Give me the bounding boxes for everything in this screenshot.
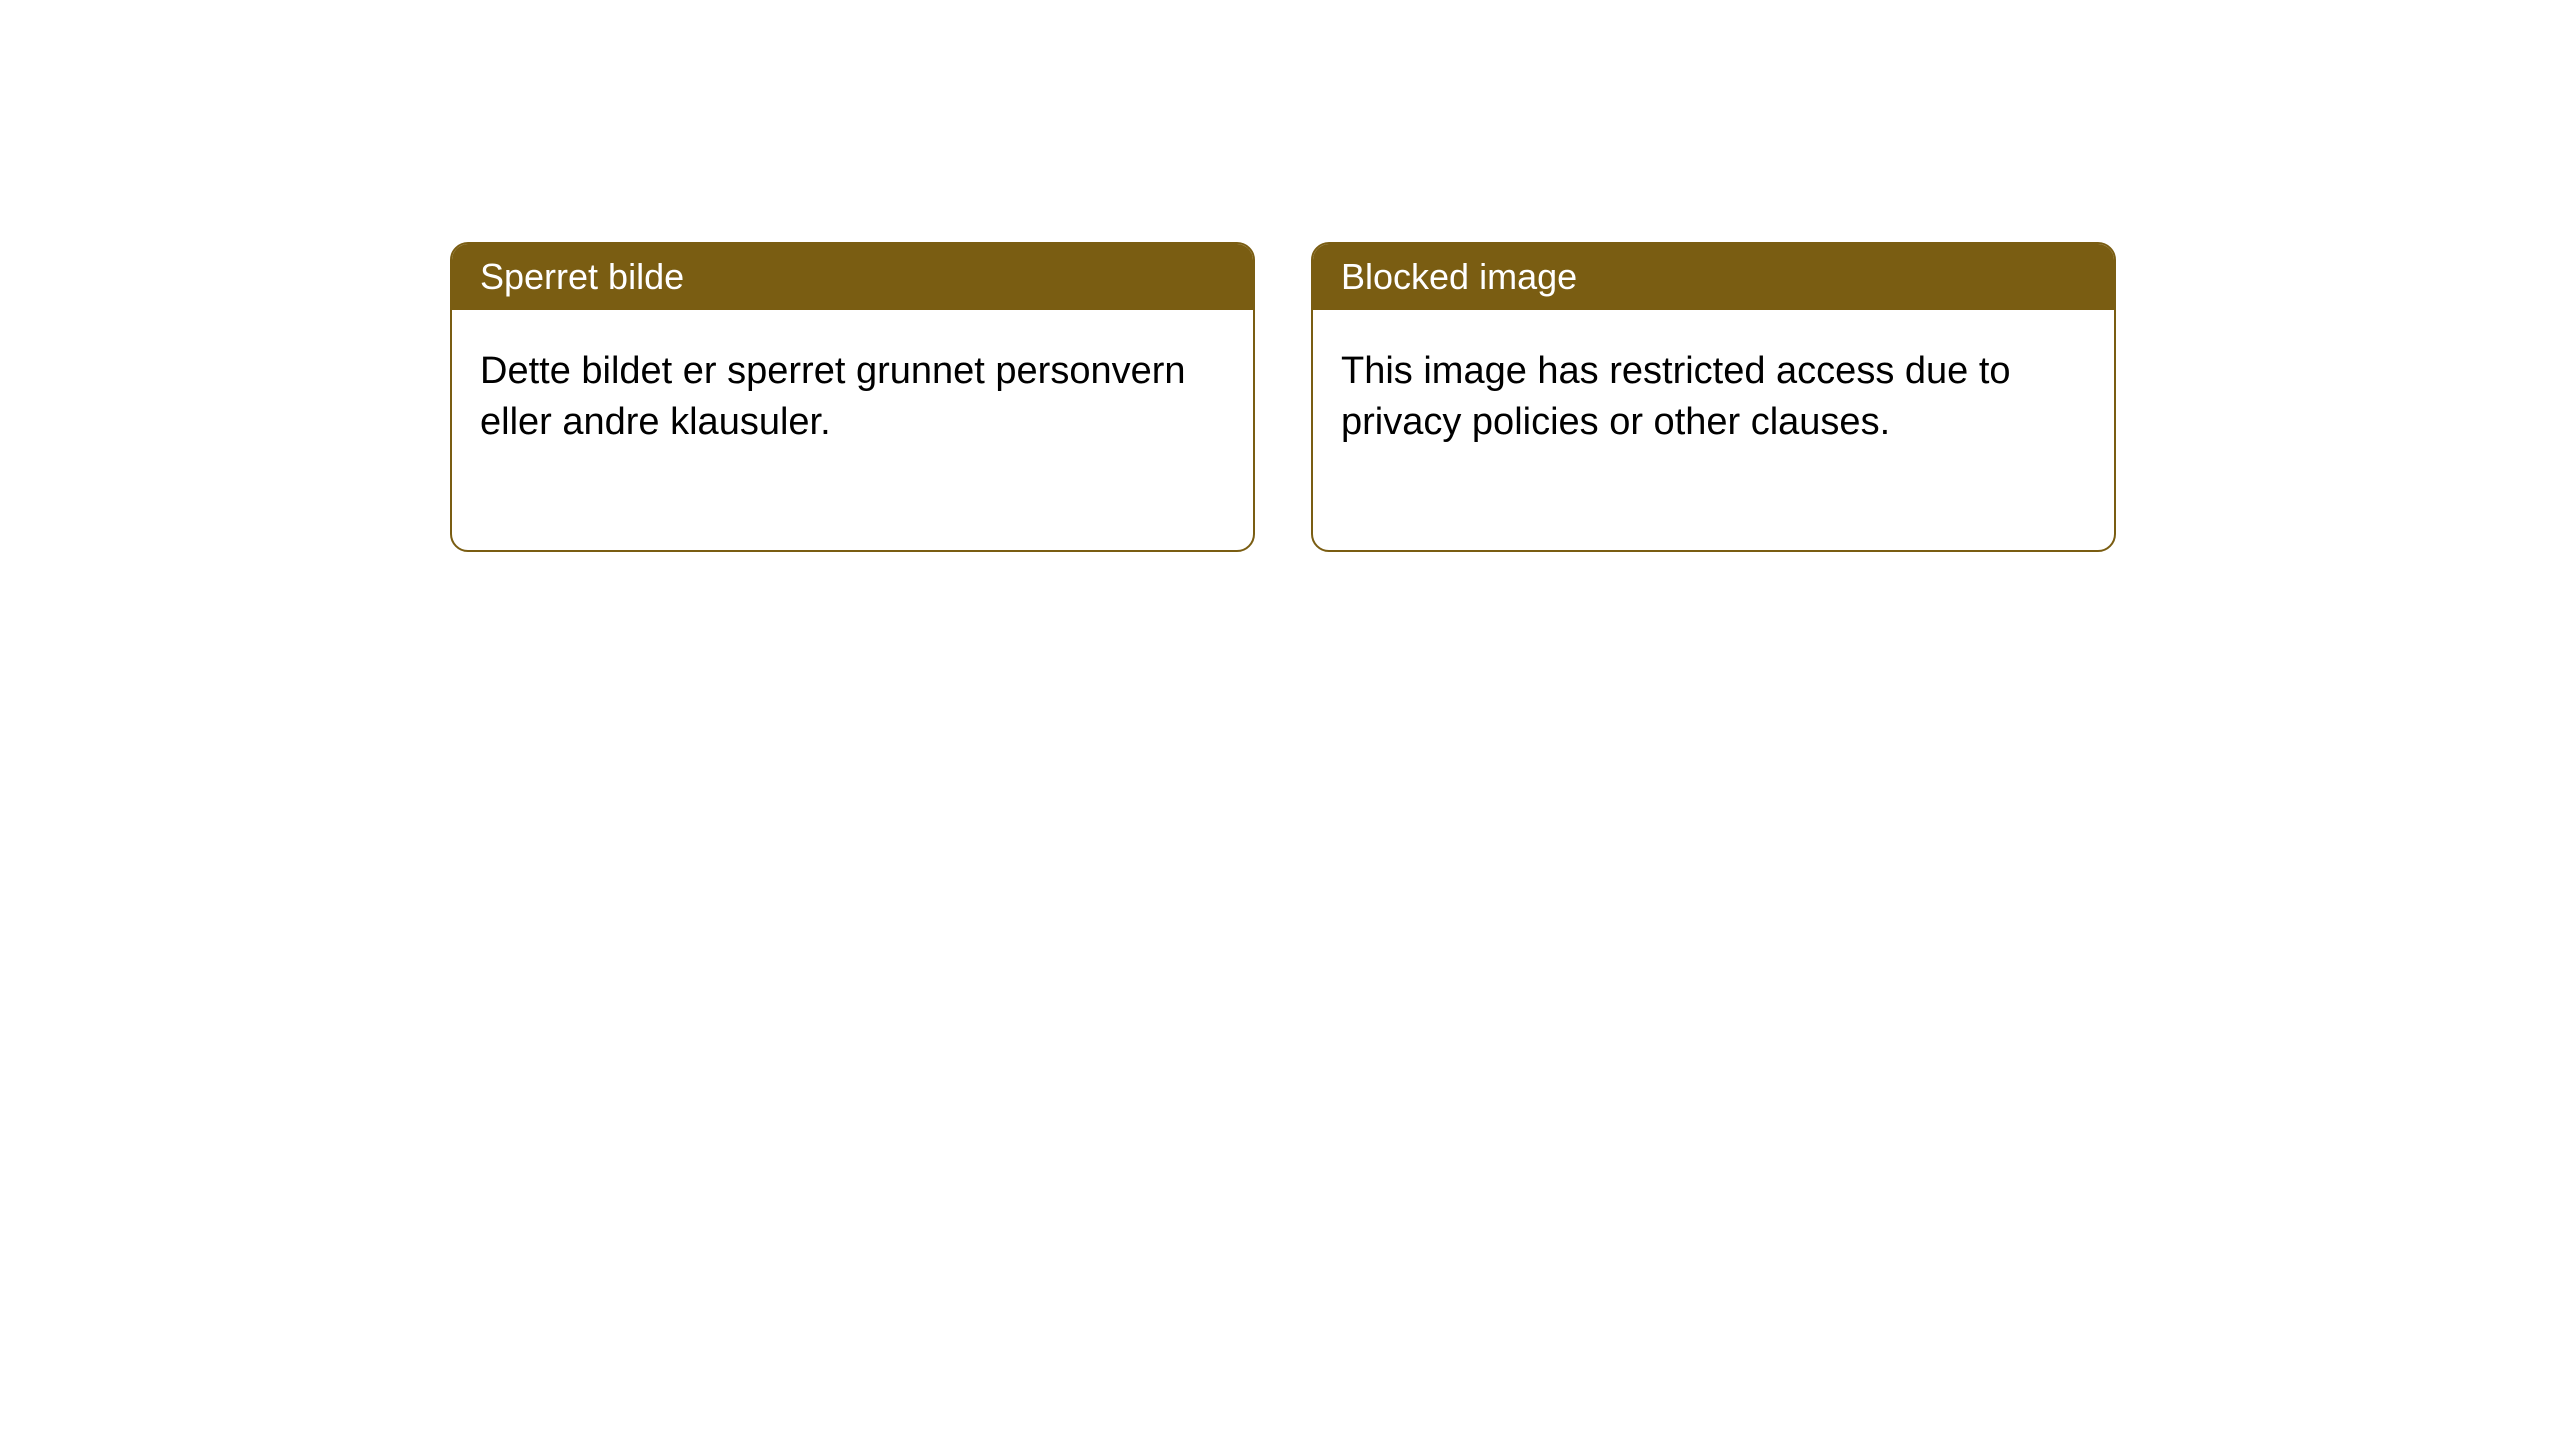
notice-container: Sperret bilde Dette bildet er sperret gr…	[450, 242, 2116, 552]
notice-title-norwegian: Sperret bilde	[452, 244, 1253, 310]
notice-body-english: This image has restricted access due to …	[1313, 310, 2114, 550]
notice-card-english: Blocked image This image has restricted …	[1311, 242, 2116, 552]
notice-title-english: Blocked image	[1313, 244, 2114, 310]
notice-body-norwegian: Dette bildet er sperret grunnet personve…	[452, 310, 1253, 550]
notice-card-norwegian: Sperret bilde Dette bildet er sperret gr…	[450, 242, 1255, 552]
